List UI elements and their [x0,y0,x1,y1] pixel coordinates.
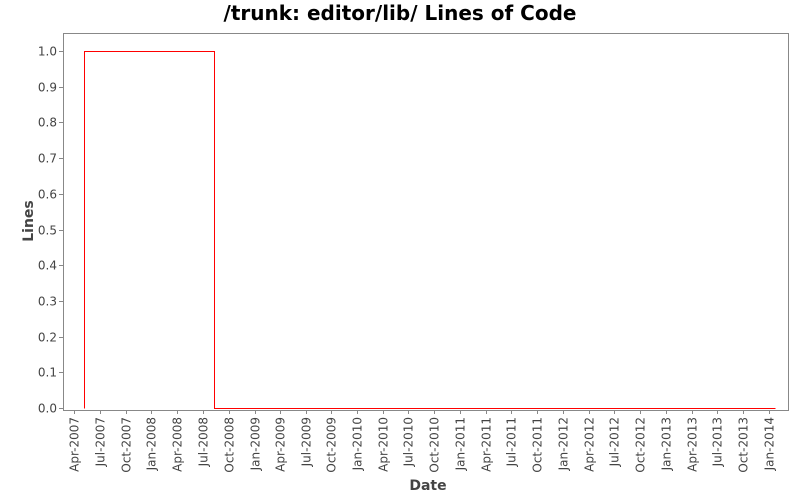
y-tick-label: 0.5 [38,224,57,238]
y-tick-label: 0.7 [38,152,57,166]
x-tick-label: Jul-2008 [197,417,211,467]
plot-area [63,33,789,411]
x-tick-label: Jul-2013 [711,417,725,467]
x-tick-label: Jul-2007 [94,417,108,467]
x-tick-label: Jan-2013 [660,417,674,471]
x-tick-label: Oct-2008 [223,417,237,473]
x-tick-label: Jan-2012 [557,417,571,471]
x-tick-label: Oct-2013 [737,417,751,473]
x-tick-label: Oct-2012 [634,417,648,473]
y-tick-label: 0.9 [38,81,57,95]
y-tick-label: 0.1 [38,366,57,380]
x-tick-label: Jul-2011 [505,417,519,467]
x-tick-label: Jul-2009 [300,417,314,467]
x-tick-label: Apr-2009 [274,417,288,472]
y-tick-label: 0.6 [38,188,57,202]
x-tick-label: Apr-2012 [583,417,597,472]
x-tick-label: Jan-2011 [454,417,468,471]
y-axis-label: Lines [21,200,37,242]
x-tick-label: Jan-2010 [351,417,365,471]
x-tick-label: Apr-2010 [377,417,391,472]
x-tick-label: Jan-2008 [145,417,159,471]
x-tick-label: Oct-2009 [325,417,339,473]
y-tick-label: 1.0 [38,45,57,59]
x-tick-label: Apr-2011 [480,417,494,472]
chart-title: /trunk: editor/lib/ Lines of Code [224,1,577,25]
y-tick-label: 0.8 [38,116,57,130]
x-tick-label: Oct-2010 [428,417,442,473]
x-tick-label: Oct-2011 [531,417,545,473]
x-tick-label: Jan-2014 [763,417,777,471]
x-tick-label: Jul-2010 [402,417,416,467]
x-tick-label: Jan-2009 [249,417,263,471]
x-tick-label: Jul-2012 [608,417,622,467]
y-tick-label: 0.2 [38,331,57,345]
y-tick-label: 0.4 [38,259,57,273]
x-tick-label: Apr-2008 [171,417,185,472]
series-line [84,51,776,409]
y-tick-label: 0.0 [38,402,57,416]
x-axis-label: Date [409,478,446,494]
x-tick-label: Apr-2013 [686,417,700,472]
x-tick-label: Apr-2007 [68,417,82,472]
x-tick-label: Oct-2007 [120,417,134,473]
y-tick-label: 0.3 [38,295,57,309]
